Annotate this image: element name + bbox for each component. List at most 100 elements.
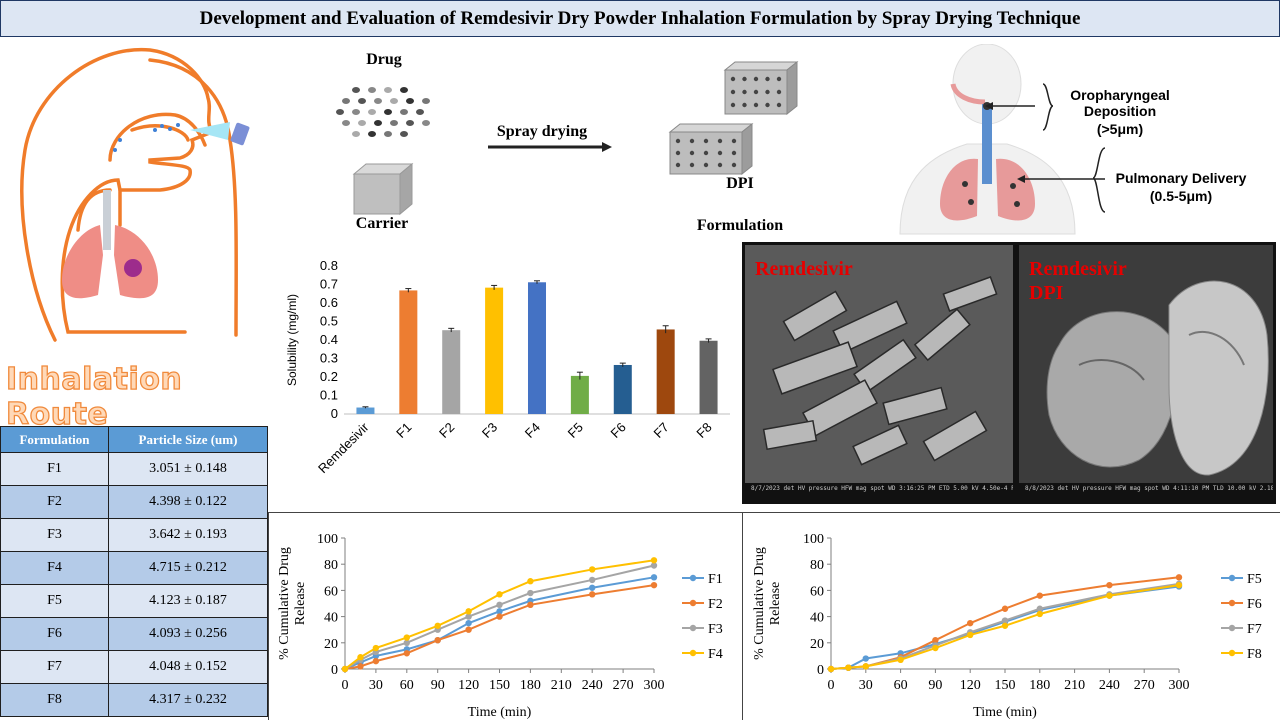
table-cell-size: 4.715 ± 0.212 <box>108 551 268 585</box>
dpi-particle <box>765 76 770 82</box>
y-tick-label: 40 <box>324 611 338 626</box>
spray-drying-diagram: Drug Carrier Spray drying DPI Formulatio… <box>336 51 799 234</box>
dpi-particle <box>742 89 747 95</box>
data-point <box>527 589 534 597</box>
release-chart-f5-f8: 0 20 40 60 80 100 0 30 60 90 120 150 180 210 240 270 300… <box>752 532 1262 720</box>
table-cell-formulation: F5 <box>0 584 109 618</box>
data-point <box>1001 622 1009 629</box>
y-axis-label-line2: Release <box>293 582 308 626</box>
x-axis-label: Time (min) <box>973 705 1037 720</box>
sem-info-bar: 8/7/2023 det HV pressure HFW mag spot WD… <box>745 483 1013 501</box>
x-tick-label: 0 <box>828 678 835 693</box>
drug-particles-icon <box>336 87 430 137</box>
table-cell-formulation: F6 <box>0 617 109 651</box>
x-tick-label: 120 <box>960 678 981 693</box>
y-tick-label: 0.8 <box>320 258 338 273</box>
legend-label: F8 <box>1247 647 1262 662</box>
y-tick-label: 0 <box>331 663 338 678</box>
x-tick-label: 150 <box>489 678 510 693</box>
data-point <box>465 613 472 620</box>
dpi-particle <box>717 138 723 144</box>
data-point <box>372 657 380 665</box>
x-tick-label: 270 <box>1134 678 1155 693</box>
table-row: F3 3.642 ± 0.193 <box>0 518 268 552</box>
table-cell-size: 4.317 ± 0.232 <box>108 683 268 717</box>
dpi-cube-top <box>668 123 754 133</box>
dpi-particle <box>675 138 681 144</box>
data-point <box>932 644 939 652</box>
dpi-particle <box>731 138 737 144</box>
data-point <box>1106 581 1113 589</box>
legend-marker <box>689 624 697 632</box>
y-tick-label: 0 <box>331 406 338 421</box>
y-tick-label: 60 <box>324 584 338 599</box>
table-cell-formulation: F7 <box>0 650 109 684</box>
sem-info-bar: 8/8/2023 det HV pressure HFW mag spot WD… <box>1019 483 1273 501</box>
dpi-particle <box>675 162 681 168</box>
drug-particle <box>352 131 360 137</box>
data-point <box>1001 617 1009 624</box>
data-point <box>1106 592 1113 599</box>
inhalation-route-illustration <box>20 47 250 342</box>
data-point <box>527 578 534 585</box>
x-tick-label: F8 <box>693 420 714 441</box>
dpi-particle <box>689 162 695 168</box>
dpi-cubes-icon <box>668 60 799 176</box>
data-point <box>1036 592 1043 599</box>
y-axis-label-line2: Release <box>768 582 783 626</box>
sem-label-line2: DPI <box>1029 282 1064 304</box>
x-tick-label: 120 <box>458 678 479 693</box>
data-point <box>527 601 534 609</box>
data-point <box>403 639 410 646</box>
dpi-particle <box>731 162 737 168</box>
data-point <box>1036 610 1043 618</box>
bar <box>399 290 418 414</box>
table-cell-size: 4.093 ± 0.256 <box>108 617 268 651</box>
y-tick-label: 0.1 <box>320 388 338 403</box>
data-point <box>897 656 904 664</box>
y-axis-label: % Cumulative Drug <box>277 547 292 660</box>
table-cell-size: 3.051 ± 0.148 <box>108 452 268 486</box>
dpi-particle <box>765 89 770 95</box>
title-banner: Development and Evaluation of Remdesivir… <box>0 0 1280 37</box>
data-point <box>403 634 410 641</box>
series-line <box>344 559 655 670</box>
bar <box>356 407 375 414</box>
data-point <box>650 562 658 569</box>
data-point <box>650 574 658 581</box>
data-point <box>434 622 441 629</box>
x-tick-label: 270 <box>613 678 634 693</box>
x-tick-label: F4 <box>522 420 543 441</box>
data-point <box>496 591 503 598</box>
dpi-particle <box>689 138 695 144</box>
inhalation-route-label: Inhalation Route <box>5 361 183 432</box>
drug-particle <box>336 109 344 115</box>
pulmonary-arrow-icon <box>1017 147 1106 213</box>
y-axis-label: Solubility (mg/ml) <box>285 294 299 386</box>
x-tick-label: 30 <box>369 678 383 693</box>
drug-particle <box>400 109 408 115</box>
lungs-icon <box>62 190 158 299</box>
table-row: F6 4.093 ± 0.256 <box>0 617 268 651</box>
drug-particle <box>406 120 414 126</box>
legend-label: F2 <box>708 597 723 612</box>
x-tick-label: 0 <box>342 678 349 693</box>
release-chart-f1-f4: 0 20 40 60 80 100 0 30 60 90 120 150 180 210 240 270 300… <box>277 532 723 720</box>
drug-particle <box>352 109 360 115</box>
sem-image-remdesivir: Remdesivir 8/7/2023 det HV pressure HFW … <box>742 242 1016 504</box>
table-row: F5 4.123 ± 0.187 <box>0 584 268 618</box>
solubility-bar-chart: 0 0.1 0.2 0.3 0.4 0.5 0.6 0.7 0.8 Solubility (mg/… <box>285 258 730 476</box>
dpi-particle <box>776 89 782 95</box>
legend-label: F3 <box>708 622 723 637</box>
data-point <box>403 650 410 657</box>
x-tick-label: 300 <box>1169 678 1190 693</box>
x-tick-label: 30 <box>859 678 873 693</box>
data-point <box>932 636 939 644</box>
data-point <box>1175 581 1183 589</box>
sem-label-line1: Remdesivir <box>1029 258 1127 280</box>
y-tick-label: 60 <box>810 584 824 599</box>
x-tick-label: 210 <box>1064 678 1085 693</box>
table-row: F8 4.317 ± 0.232 <box>0 683 268 717</box>
data-point <box>496 613 503 620</box>
data-point <box>589 576 596 584</box>
